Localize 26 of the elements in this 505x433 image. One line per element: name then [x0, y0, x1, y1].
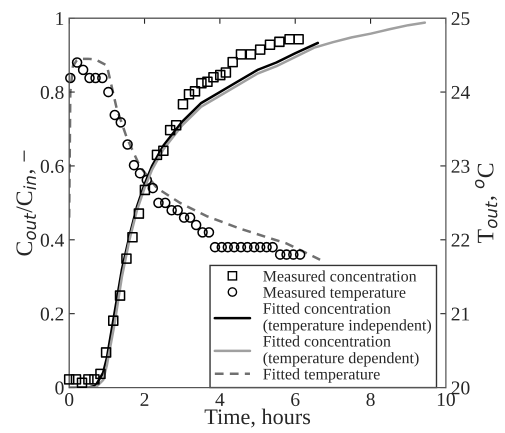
- y2-tick-label: 25: [452, 12, 470, 26]
- y-tick-label: 1: [56, 12, 64, 25]
- y2-tick-label: 21: [452, 308, 470, 320]
- x-axis-title: Time, hours: [204, 408, 310, 428]
- y2-axis-title: T$_{out}$, $^{o}$C: [475, 164, 498, 243]
- y-tick-label: 0.6: [40, 160, 64, 173]
- y2-tick-label: 22: [452, 234, 470, 247]
- legend-label: Fitted temperature: [263, 368, 380, 383]
- y-axis-title: C$_{out}$/C$_{in}$, −: [16, 150, 36, 256]
- legend-label: Measured temperature: [263, 286, 406, 301]
- y2-tick-label: 20: [452, 381, 470, 394]
- x-tick-label: 2: [140, 393, 148, 406]
- x-tick-label: 6: [291, 393, 300, 406]
- y2-tick-label: 24: [452, 86, 470, 99]
- y2-tick-label: 23: [452, 160, 470, 173]
- x-tick-label: 10: [438, 392, 455, 406]
- legend-label: Fitted concentration (temperature independent): [263, 302, 431, 334]
- x-tick-label: 4: [215, 393, 224, 406]
- y-tick-label: 0.8: [40, 86, 64, 100]
- y-tick-label: 0: [55, 381, 64, 394]
- y-tick-label: 0.2: [40, 307, 64, 321]
- y-tick-label: 0.4: [40, 234, 64, 247]
- x-tick-label: 8: [366, 392, 375, 406]
- x-tick-label: 0: [65, 392, 74, 406]
- legend-label: Fitted concentration (temperature dependent): [263, 335, 419, 367]
- legend-label: Measured concentration: [263, 270, 416, 282]
